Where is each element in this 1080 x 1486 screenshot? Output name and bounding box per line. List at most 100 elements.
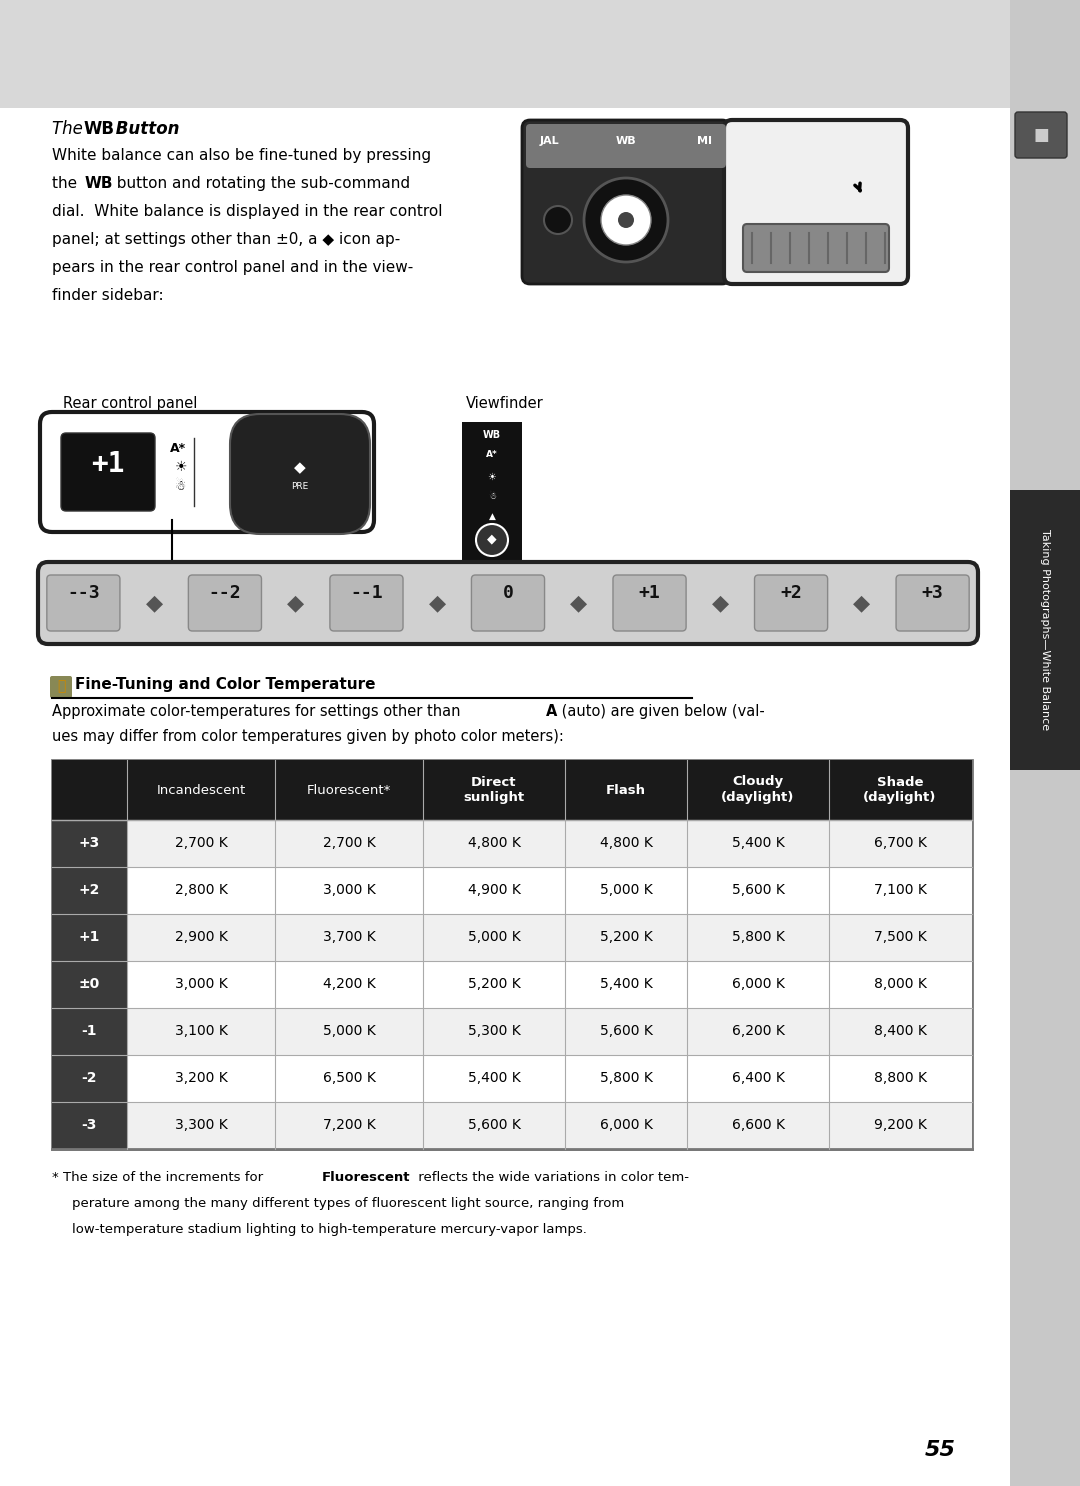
Text: Approximate color-temperatures for settings other than: Approximate color-temperatures for setti… bbox=[52, 704, 465, 719]
Text: reflects the wide variations in color tem-: reflects the wide variations in color te… bbox=[414, 1171, 689, 1184]
Text: 8,800 K: 8,800 K bbox=[874, 1071, 927, 1085]
Text: 5,600 K: 5,600 K bbox=[468, 1117, 521, 1132]
Text: 4,200 K: 4,200 K bbox=[323, 976, 376, 991]
Bar bbox=[0, 0, 1080, 108]
Text: Flash: Flash bbox=[606, 783, 646, 796]
FancyBboxPatch shape bbox=[743, 224, 889, 272]
Text: dial.  White balance is displayed in the rear control: dial. White balance is displayed in the … bbox=[52, 204, 443, 218]
Circle shape bbox=[476, 525, 508, 556]
Text: pears in the rear control panel and in the view-: pears in the rear control panel and in t… bbox=[52, 260, 414, 275]
Text: panel; at settings other than ±0, a ◆ icon ap-: panel; at settings other than ±0, a ◆ ic… bbox=[52, 232, 401, 247]
FancyBboxPatch shape bbox=[522, 120, 730, 284]
Text: ☃: ☃ bbox=[488, 492, 496, 501]
FancyBboxPatch shape bbox=[60, 432, 156, 511]
Text: WB: WB bbox=[616, 137, 636, 146]
Text: +1: +1 bbox=[638, 584, 660, 602]
Bar bbox=[52, 1008, 972, 1055]
Bar bbox=[52, 820, 127, 866]
Text: 6,200 K: 6,200 K bbox=[731, 1024, 784, 1039]
Text: Ⓠ: Ⓠ bbox=[57, 679, 65, 692]
Text: 3,200 K: 3,200 K bbox=[175, 1071, 228, 1085]
Bar bbox=[1010, 490, 1080, 770]
Text: 5,200 K: 5,200 K bbox=[468, 976, 521, 991]
FancyBboxPatch shape bbox=[724, 120, 908, 284]
FancyBboxPatch shape bbox=[38, 562, 978, 643]
Text: PRE: PRE bbox=[292, 481, 309, 490]
FancyBboxPatch shape bbox=[50, 676, 72, 698]
Circle shape bbox=[584, 178, 669, 262]
Bar bbox=[52, 759, 972, 1149]
Text: ◆: ◆ bbox=[487, 532, 497, 545]
Text: +3: +3 bbox=[921, 584, 944, 602]
Text: ◆: ◆ bbox=[429, 593, 446, 614]
Text: 5,800 K: 5,800 K bbox=[731, 930, 784, 944]
Text: ◆: ◆ bbox=[853, 593, 870, 614]
Text: 6,500 K: 6,500 K bbox=[323, 1071, 376, 1085]
FancyBboxPatch shape bbox=[188, 575, 261, 632]
Bar bbox=[52, 1055, 972, 1103]
Text: Fine-Tuning and Color Temperature: Fine-Tuning and Color Temperature bbox=[75, 678, 376, 692]
Circle shape bbox=[618, 212, 634, 227]
Text: ▲: ▲ bbox=[488, 513, 496, 522]
Text: White balance can also be fine-tuned by pressing: White balance can also be fine-tuned by … bbox=[52, 149, 431, 163]
Text: Rear control panel: Rear control panel bbox=[63, 395, 198, 412]
Bar bbox=[52, 1008, 127, 1055]
Text: 5,400 K: 5,400 K bbox=[468, 1071, 521, 1085]
Text: +3: +3 bbox=[79, 837, 99, 850]
Text: 7,200 K: 7,200 K bbox=[323, 1117, 376, 1132]
Text: -1: -1 bbox=[81, 1024, 97, 1039]
Text: Taking Photographs—White Balance: Taking Photographs—White Balance bbox=[1040, 529, 1050, 731]
Bar bbox=[1010, 0, 1080, 1486]
Bar bbox=[52, 820, 972, 866]
Bar bbox=[52, 759, 972, 820]
Text: 6,000 K: 6,000 K bbox=[731, 976, 784, 991]
Text: Fluorescent: Fluorescent bbox=[322, 1171, 410, 1184]
Text: ☀: ☀ bbox=[488, 473, 497, 481]
Text: Shade
(daylight): Shade (daylight) bbox=[863, 776, 936, 804]
Text: 9,200 K: 9,200 K bbox=[874, 1117, 927, 1132]
Text: 5,400 K: 5,400 K bbox=[731, 837, 784, 850]
Text: 5,800 K: 5,800 K bbox=[599, 1071, 652, 1085]
Text: 8,000 K: 8,000 K bbox=[874, 976, 927, 991]
Text: ues may differ from color temperatures given by photo color meters):: ues may differ from color temperatures g… bbox=[52, 730, 564, 744]
Text: 2,700 K: 2,700 K bbox=[175, 837, 228, 850]
Text: -3: -3 bbox=[81, 1117, 97, 1132]
Bar bbox=[52, 866, 127, 914]
Bar bbox=[52, 914, 127, 961]
Text: ☀: ☀ bbox=[175, 461, 188, 474]
Text: JAL: JAL bbox=[540, 137, 559, 146]
Bar bbox=[52, 1103, 127, 1149]
Text: The: The bbox=[52, 120, 89, 138]
Text: 6,700 K: 6,700 K bbox=[874, 837, 927, 850]
Text: ☃: ☃ bbox=[175, 480, 186, 493]
Text: Incandescent: Incandescent bbox=[157, 783, 245, 796]
Text: ■: ■ bbox=[1034, 126, 1049, 144]
Text: --2: --2 bbox=[208, 584, 241, 602]
FancyBboxPatch shape bbox=[46, 575, 120, 632]
Text: Button: Button bbox=[110, 120, 179, 138]
Text: Viewfinder: Viewfinder bbox=[467, 395, 544, 412]
FancyBboxPatch shape bbox=[526, 123, 726, 168]
Text: the: the bbox=[52, 175, 86, 192]
Circle shape bbox=[544, 207, 572, 233]
Text: 55: 55 bbox=[924, 1440, 956, 1461]
FancyBboxPatch shape bbox=[40, 412, 374, 532]
Bar bbox=[52, 914, 972, 961]
Text: 7,100 K: 7,100 K bbox=[874, 883, 927, 898]
Text: ±0: ±0 bbox=[79, 976, 99, 991]
FancyBboxPatch shape bbox=[472, 575, 544, 632]
Text: A*: A* bbox=[486, 450, 498, 459]
Bar bbox=[52, 961, 972, 1008]
FancyBboxPatch shape bbox=[896, 575, 969, 632]
Text: A: A bbox=[546, 704, 557, 719]
Text: 5,000 K: 5,000 K bbox=[323, 1024, 376, 1039]
Text: 0: 0 bbox=[502, 584, 513, 602]
Text: 6,600 K: 6,600 K bbox=[731, 1117, 784, 1132]
Text: * The size of the increments for: * The size of the increments for bbox=[52, 1171, 268, 1184]
Text: 3,100 K: 3,100 K bbox=[175, 1024, 228, 1039]
Circle shape bbox=[600, 195, 651, 245]
Text: 5,600 K: 5,600 K bbox=[599, 1024, 652, 1039]
Text: Fluorescent*: Fluorescent* bbox=[307, 783, 391, 796]
Text: 6,400 K: 6,400 K bbox=[731, 1071, 784, 1085]
Text: 8,400 K: 8,400 K bbox=[874, 1024, 927, 1039]
